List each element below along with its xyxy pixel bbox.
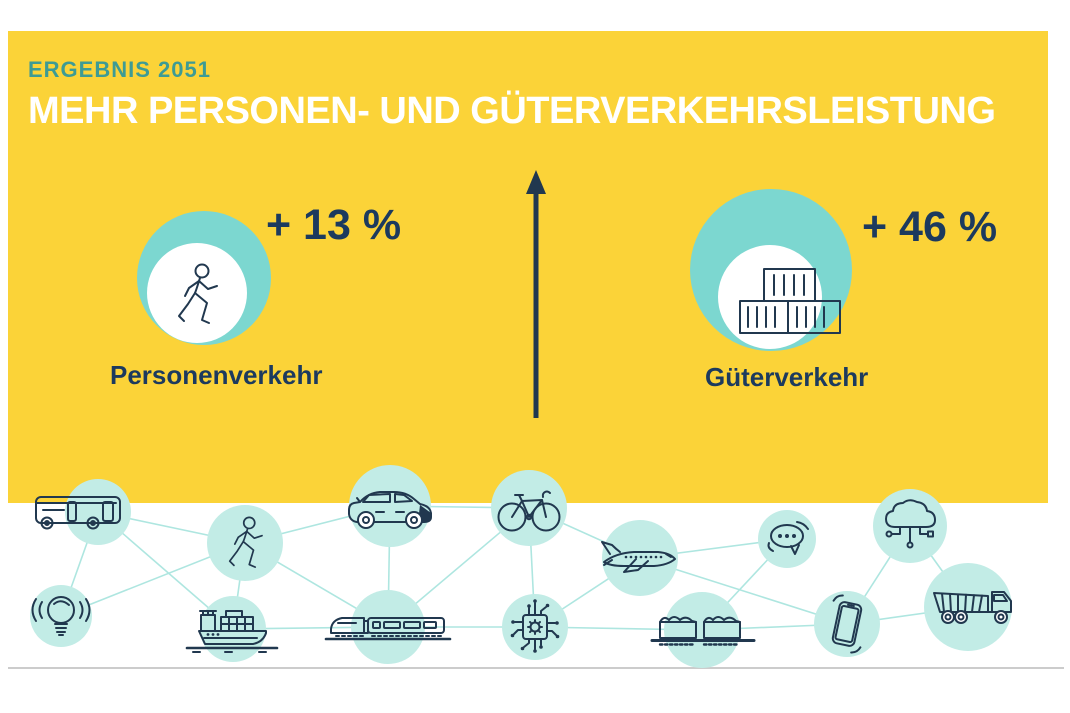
container-ship-icon (185, 610, 279, 653)
up-arrow-icon (526, 170, 546, 418)
pedestrian-icon (178, 263, 218, 324)
network-node-dump-truck (924, 563, 1012, 651)
network-node-pedestrian (207, 505, 283, 581)
bottom-divider (8, 667, 1064, 669)
network-node-ship (185, 596, 279, 662)
containers-icon (739, 268, 841, 334)
personenverkehr-inner-circle (147, 243, 247, 343)
personenverkehr-label: Personenverkehr (110, 360, 323, 390)
gueterverkehr-label: Güterverkehr (705, 362, 869, 392)
dump-truck-icon (933, 591, 1012, 624)
kicker-text: ERGEBNIS 2051 (28, 57, 211, 82)
airplane-icon (601, 541, 676, 573)
network-node-chat (758, 510, 816, 568)
network-node-lightbulb (30, 585, 92, 647)
lightbulb-icon (31, 596, 91, 636)
gueterverkehr-value: + 46 % (862, 203, 998, 251)
gueterverkehr-inner-circle (718, 245, 822, 349)
cloud-network-icon (885, 499, 936, 549)
personenverkehr-value: + 13 % (266, 201, 402, 249)
passenger-train-icon (324, 617, 452, 641)
page-title: MEHR PERSONEN- UND GÜTERVERKEHRSLEISTUNG (28, 90, 996, 132)
network-node-freight-train (650, 592, 756, 668)
chat-bubble-icon (767, 521, 809, 555)
network-node-train (324, 590, 452, 664)
network-node-smartphone (814, 591, 880, 657)
pedestrian-small-icon (228, 516, 263, 568)
smartphone-icon (831, 594, 863, 654)
network-node-airplane (601, 520, 678, 596)
network-links (60, 505, 969, 631)
microchip-icon (510, 599, 560, 653)
network-node-chip (502, 594, 568, 660)
freight-train-icon (650, 616, 756, 646)
